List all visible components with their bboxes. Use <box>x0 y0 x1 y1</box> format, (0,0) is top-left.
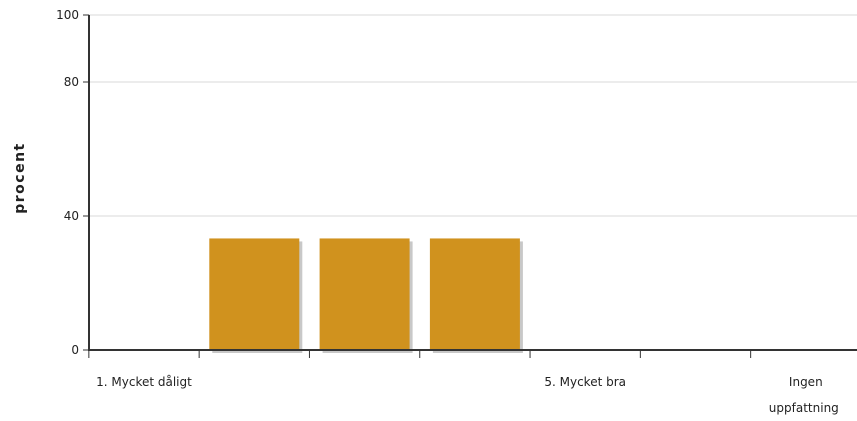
y-tick-label-40: 40 <box>64 209 79 223</box>
x-ticks: 1. Mycket dåligt 5. Mycket bra Ingen uppfat… <box>88 350 839 415</box>
bars <box>99 238 851 351</box>
x-tick-label-7: Ingen uppfattning <box>769 375 839 415</box>
x-tick-label-1: 1. Mycket dåligt <box>96 375 192 389</box>
bar-4 <box>429 238 520 350</box>
bar-2 <box>209 238 300 350</box>
y-tick-label-100: 100 <box>56 8 79 22</box>
bar-3 <box>319 238 410 350</box>
x-tick-label-5: 5. Mycket bra <box>544 375 626 389</box>
y-ticks: 0 40 80 100 <box>56 8 89 357</box>
y-axis-title: procent <box>12 142 28 214</box>
gridlines <box>89 14 857 217</box>
y-tick-label-0: 0 <box>71 343 79 357</box>
axes <box>88 15 857 351</box>
y-tick-label-80: 80 <box>64 75 79 89</box>
